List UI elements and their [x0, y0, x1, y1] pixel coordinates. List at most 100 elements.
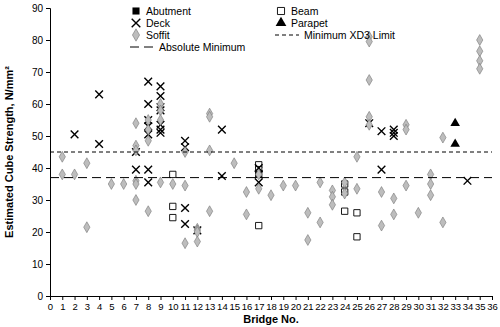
- x-tick-mark: [369, 296, 370, 300]
- x-tick: 14: [217, 296, 228, 312]
- point: [170, 214, 176, 220]
- point: [157, 129, 165, 137]
- x-tick-label: 1: [60, 301, 65, 312]
- point: [378, 220, 384, 231]
- legend-item: Parapet: [276, 17, 328, 29]
- x-tick-label: 36: [487, 301, 498, 312]
- x-tick-mark: [246, 296, 247, 300]
- point: [145, 124, 151, 135]
- x-tick-mark: [173, 296, 174, 300]
- point: [366, 75, 372, 86]
- x-tick-mark: [222, 296, 223, 300]
- point: [440, 217, 446, 228]
- x-tick-mark: [197, 296, 198, 300]
- x-tick: 19: [278, 296, 289, 312]
- x-tick-mark: [296, 296, 297, 300]
- y-axis-line: [46, 9, 51, 297]
- x-tick-mark: [467, 296, 468, 300]
- point: [170, 179, 176, 190]
- x-tick-label: 32: [438, 301, 449, 312]
- x-tick: 34: [463, 296, 474, 312]
- x-tick-label: 10: [168, 301, 179, 312]
- point: [157, 177, 163, 188]
- legend-label: Minimum XD3 Limit: [304, 29, 395, 41]
- x-tick-label: 25: [352, 301, 363, 312]
- x-tick: 12: [193, 296, 204, 312]
- x-tick: 24: [340, 296, 351, 312]
- x-tick: 27: [377, 296, 388, 312]
- legend-item: Beam: [277, 5, 318, 17]
- x-tick: 0: [48, 296, 53, 312]
- x-tick: 1: [60, 296, 65, 312]
- x-tick: 26: [364, 296, 375, 312]
- x-tick: 3: [85, 296, 90, 312]
- x-tick-mark: [259, 296, 260, 300]
- y-tick: 60: [32, 99, 50, 110]
- x-tick-mark: [492, 296, 493, 300]
- point: [403, 180, 409, 191]
- y-tick-label: 90: [32, 3, 44, 14]
- x-axis-title: Bridge No.: [243, 313, 299, 325]
- point: [206, 206, 212, 217]
- y-tick-label: 80: [32, 35, 44, 46]
- legend-swatch: [277, 7, 284, 14]
- x-tick-label: 20: [291, 301, 302, 312]
- point: [391, 193, 397, 204]
- point: [378, 127, 386, 135]
- x-tick-mark: [124, 296, 125, 300]
- x-tick-mark: [394, 296, 395, 300]
- point: [133, 145, 139, 156]
- point: [243, 209, 249, 220]
- point: [378, 166, 386, 174]
- point: [182, 180, 188, 191]
- x-tick-mark: [443, 296, 444, 300]
- x-tick-label: 31: [426, 301, 437, 312]
- x-tick-mark: [431, 296, 432, 300]
- x-tick-label: 27: [377, 301, 388, 312]
- y-tick-label: 70: [32, 67, 44, 78]
- legend-item: Abutment: [132, 5, 191, 17]
- x-tick-label: 0: [48, 301, 53, 312]
- y-tick: 0: [37, 291, 50, 302]
- reference-line: [50, 152, 492, 153]
- x-tick-mark: [210, 296, 211, 300]
- x-tick: 15: [229, 296, 240, 312]
- y-tick: 20: [32, 227, 50, 238]
- legend-item: Soffit: [132, 29, 169, 41]
- x-tick-mark: [87, 296, 88, 300]
- point: [256, 222, 262, 228]
- point: [440, 132, 446, 143]
- x-tick: 4: [97, 296, 102, 312]
- point: [292, 180, 298, 191]
- legend-swatch: [132, 29, 139, 41]
- x-tick-label: 3: [85, 301, 90, 312]
- y-tick-mark: [46, 168, 50, 169]
- point: [305, 235, 311, 246]
- x-tick-mark: [418, 296, 419, 300]
- y-axis-title: Estimated Cube Strength, N/mm²: [3, 66, 15, 238]
- point: [144, 100, 152, 108]
- point: [403, 124, 409, 135]
- legend-item: Deck: [132, 17, 171, 29]
- point: [317, 177, 323, 188]
- y-tick: 50: [32, 131, 50, 142]
- y-tick-mark: [46, 296, 50, 297]
- x-tick: 20: [291, 296, 302, 312]
- point: [133, 118, 139, 129]
- point: [181, 220, 189, 228]
- point: [231, 158, 237, 169]
- x-tick-mark: [99, 296, 100, 300]
- y-tick-label: 60: [32, 99, 44, 110]
- point: [157, 83, 165, 91]
- y-tick-mark: [46, 264, 50, 265]
- point: [71, 131, 79, 139]
- point: [329, 199, 335, 210]
- x-tick: 28: [389, 296, 400, 312]
- point: [206, 111, 212, 122]
- x-tick-label: 22: [315, 301, 326, 312]
- x-tick-label: 28: [389, 301, 400, 312]
- legend-swatch: [132, 19, 141, 28]
- point: [144, 78, 152, 86]
- x-tick-mark: [75, 296, 76, 300]
- x-axis-line: [51, 297, 493, 301]
